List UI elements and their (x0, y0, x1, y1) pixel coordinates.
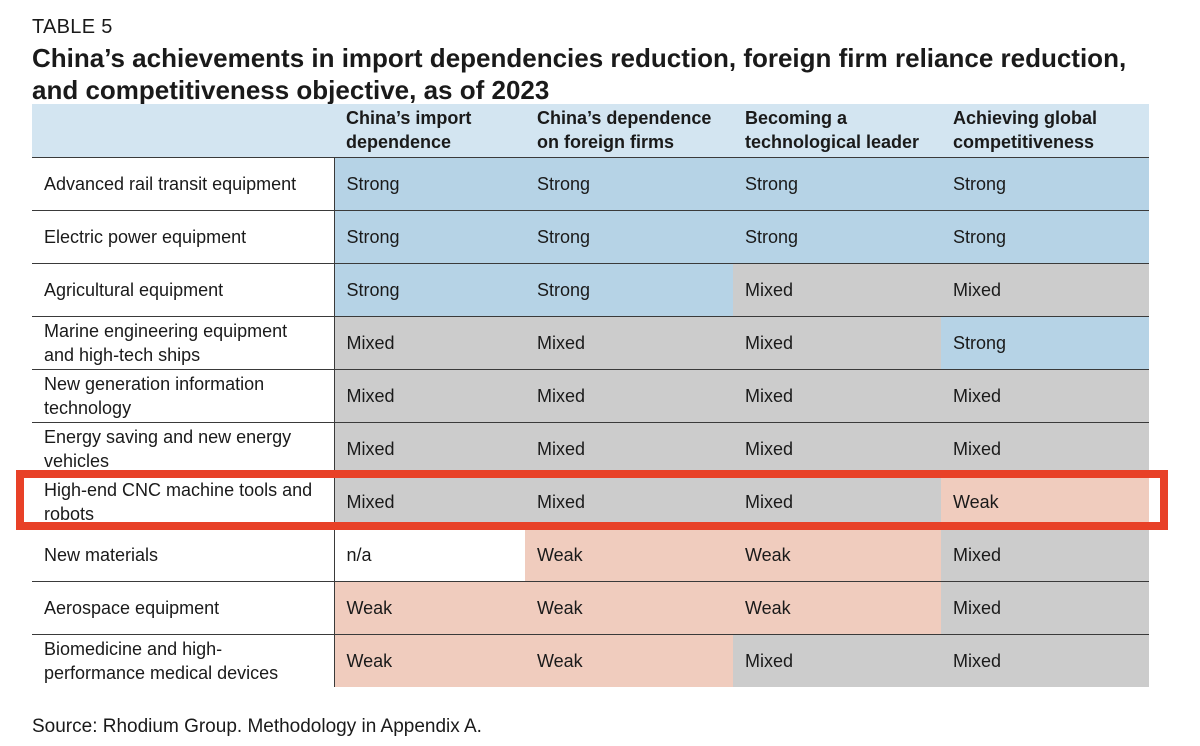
rating-cell: Mixed (733, 315, 941, 369)
rating-cell: Weak (334, 633, 525, 687)
header-cell-empty (32, 104, 334, 157)
rating-cell: Mixed (334, 315, 525, 369)
rating-cell: Mixed (941, 262, 1149, 316)
rating-cell: Strong (941, 156, 1149, 210)
rating-cell: Mixed (733, 474, 941, 528)
row-label: New materials (32, 527, 335, 581)
row-label: Advanced rail transit equipment (32, 156, 335, 210)
row-label: High-end CNC machine tools and robots (32, 474, 335, 528)
rating-cell: Mixed (733, 633, 941, 687)
table-label: TABLE 5 (32, 16, 113, 38)
rating-cell: Mixed (525, 421, 733, 475)
rating-cell: Weak (525, 527, 733, 581)
header-cell-technological-leader: Becoming a technological leader (733, 104, 941, 157)
header-cell-import-dependence: China’s import dependence (334, 104, 525, 157)
row-label: Electric power equipment (32, 209, 335, 263)
rating-cell: Strong (733, 209, 941, 263)
row-label: Energy saving and new energy vehicles (32, 421, 335, 475)
rating-cell: Strong (334, 209, 525, 263)
rating-cell: Mixed (941, 368, 1149, 422)
table-row: New generation information technology Mix… (32, 368, 1149, 422)
rating-cell: Strong (525, 262, 733, 316)
table-row: Aerospace equipment Weak Weak Weak Mixed (32, 580, 1149, 634)
table-row: Advanced rail transit equipment Strong Str… (32, 156, 1149, 210)
source-note: Source: Rhodium Group. Methodology in Ap… (32, 716, 482, 737)
rating-cell: Mixed (525, 315, 733, 369)
rating-cell: Weak (525, 633, 733, 687)
rating-cell: Mixed (941, 527, 1149, 581)
rating-cell: Strong (334, 262, 525, 316)
rating-cell: Strong (733, 156, 941, 210)
table-title: China’s achievements in import dependenc… (32, 43, 1127, 105)
table-body: Advanced rail transit equipment Strong Str… (32, 156, 1149, 687)
rating-cell: Strong (941, 315, 1149, 369)
table-header-row: China’s import dependence China’s depend… (32, 104, 1149, 157)
rating-cell: Mixed (525, 474, 733, 528)
rating-cell: Weak (733, 527, 941, 581)
rating-cell: Mixed (941, 421, 1149, 475)
rating-cell: Mixed (941, 633, 1149, 687)
rating-cell: Mixed (733, 368, 941, 422)
rating-cell: Strong (525, 156, 733, 210)
row-label: New generation information technology (32, 368, 335, 422)
rating-cell: Mixed (941, 580, 1149, 634)
table-row: Marine engineering equipment and high-te… (32, 315, 1149, 369)
row-label: Marine engineering equipment and high-te… (32, 315, 335, 369)
rating-cell: Strong (334, 156, 525, 210)
rating-cell: Mixed (334, 421, 525, 475)
row-label: Agricultural equipment (32, 262, 335, 316)
rating-cell: Strong (941, 209, 1149, 263)
header-cell-foreign-firms: China’s dependence on foreign firms (525, 104, 733, 157)
rating-cell: Mixed (733, 262, 941, 316)
rating-cell: Mixed (733, 421, 941, 475)
rating-cell: Strong (525, 209, 733, 263)
rating-cell: Weak (733, 580, 941, 634)
rating-cell: Mixed (334, 474, 525, 528)
table-row: High-end CNC machine tools and robots Mix… (32, 474, 1149, 528)
rating-cell: Mixed (525, 368, 733, 422)
rating-cell: Mixed (334, 368, 525, 422)
header-cell-global-competitiveness: Achieving global competitiveness (941, 104, 1149, 157)
rating-cell: Weak (525, 580, 733, 634)
table-row: Biomedicine and high-performance medical… (32, 633, 1149, 687)
table-row: New materials n/a Weak Weak Mixed (32, 527, 1149, 581)
table-row: Energy saving and new energy vehicles Mix… (32, 421, 1149, 475)
rating-cell: n/a (334, 527, 525, 581)
table-row: Electric power equipment Strong Strong Stro… (32, 209, 1149, 263)
rating-cell: Weak (334, 580, 525, 634)
table-row: Agricultural equipment Strong Strong Mixed M… (32, 262, 1149, 316)
row-label: Aerospace equipment (32, 580, 335, 634)
rating-cell: Weak (941, 474, 1149, 528)
achievements-table: China’s import dependence China’s depend… (32, 104, 1149, 687)
row-label: Biomedicine and high-performance medical… (32, 633, 335, 687)
